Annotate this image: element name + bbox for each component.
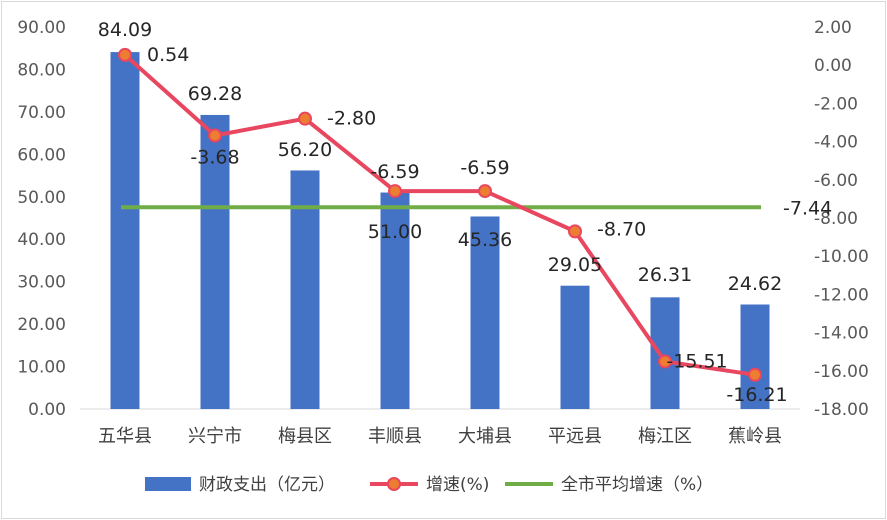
growth-marker — [748, 367, 762, 382]
growth-marker — [388, 184, 402, 199]
y-left-tick-label: 60.00 — [17, 145, 66, 165]
bar-value-label: 29.05 — [548, 254, 602, 276]
y-right-tick-label: -16.00 — [814, 362, 869, 382]
bar — [470, 216, 500, 409]
growth-marker — [208, 128, 222, 143]
bar — [200, 114, 230, 409]
y-right-tick-label: -14.00 — [814, 324, 869, 344]
bar-value-label: 24.62 — [728, 273, 782, 295]
y-left-tick-label: 70.00 — [17, 103, 66, 123]
growth-value-label: -6.59 — [460, 157, 509, 179]
y-right-tick-label: -10.00 — [814, 247, 869, 267]
x-category-label: 梅江区 — [638, 426, 692, 447]
x-category-label: 丰顺县 — [368, 426, 422, 447]
bar — [740, 304, 770, 409]
growth-value-label: 0.54 — [147, 44, 189, 66]
bar — [560, 285, 590, 409]
y-right-tick-label: -8.00 — [814, 209, 858, 229]
lines-layer — [118, 47, 762, 382]
bar-value-label: 84.09 — [98, 19, 152, 41]
x-category-label: 五华县 — [98, 426, 152, 447]
bar — [290, 170, 320, 409]
bar-value-label: 26.31 — [638, 264, 692, 286]
x-category-label: 兴宁市 — [188, 426, 242, 447]
growth-value-label: -2.80 — [327, 108, 376, 130]
growth-value-label: -3.68 — [190, 146, 239, 168]
y-right-tick-label: -12.00 — [814, 285, 869, 305]
bar — [110, 52, 140, 410]
labels-layer: 84.09 69.28 56.20 51.00 45.36 29.05 26.31 24.62… — [98, 19, 832, 406]
bar-value-label: 69.28 — [188, 83, 242, 105]
bar — [380, 192, 410, 409]
y-right-tick-label: -2.00 — [814, 94, 858, 114]
growth-value-label: -16.21 — [726, 384, 787, 406]
growth-marker — [568, 224, 582, 239]
growth-marker — [298, 111, 312, 126]
x-category-label: 大埔县 — [458, 426, 512, 447]
growth-value-label: -15.51 — [666, 350, 727, 372]
legend: 财政支出（亿元） 增速(%) 全市平均增速（%） — [145, 475, 713, 495]
bar-value-label: 56.20 — [278, 139, 332, 161]
y-right-tick-label: 0.00 — [814, 56, 852, 76]
x-category-label: 蕉岭县 — [728, 426, 782, 447]
bars-layer — [110, 52, 770, 410]
y-left-tick-label: 90.00 — [17, 18, 66, 38]
growth-value-label: -8.70 — [597, 218, 646, 240]
growth-marker — [478, 184, 492, 199]
bar-value-label: 51.00 — [368, 221, 422, 243]
y-left-tick-label: 10.00 — [17, 358, 66, 378]
legend-swatch-growth-marker — [387, 477, 401, 491]
growth-marker — [118, 47, 132, 62]
y-left-tick-label: 0.00 — [28, 400, 66, 420]
y-right-tick-label: -18.00 — [814, 400, 869, 420]
growth-marker — [658, 354, 672, 369]
legend-label-bar: 财政支出（亿元） — [199, 475, 335, 495]
average-value-label: -7.44 — [783, 197, 832, 219]
bar — [650, 297, 680, 409]
y-left-tick-label: 20.00 — [17, 315, 66, 335]
y-right-tick-label: -6.00 — [814, 171, 858, 191]
growth-line — [123, 53, 756, 377]
legend-swatch-bar — [145, 477, 191, 491]
y-left-tick-label: 40.00 — [17, 230, 66, 250]
bar-value-label: 45.36 — [458, 229, 512, 251]
axes-layer: 0.00 10.00 20.00 30.00 40.00 50.00 60.00 70.00 8… — [17, 18, 868, 447]
legend-label-average: 全市平均增速（%） — [561, 475, 713, 495]
legend-label-growth: 增速(%) — [426, 475, 489, 495]
x-category-label: 平远县 — [548, 426, 602, 447]
y-left-tick-label: 30.00 — [17, 273, 66, 293]
y-left-tick-label: 50.00 — [17, 188, 66, 208]
y-right-tick-label: 2.00 — [814, 18, 852, 38]
x-category-label: 梅县区 — [278, 426, 332, 447]
y-left-tick-label: 80.00 — [17, 60, 66, 80]
y-right-tick-label: -4.00 — [814, 133, 858, 153]
growth-value-label: -6.59 — [370, 161, 419, 183]
